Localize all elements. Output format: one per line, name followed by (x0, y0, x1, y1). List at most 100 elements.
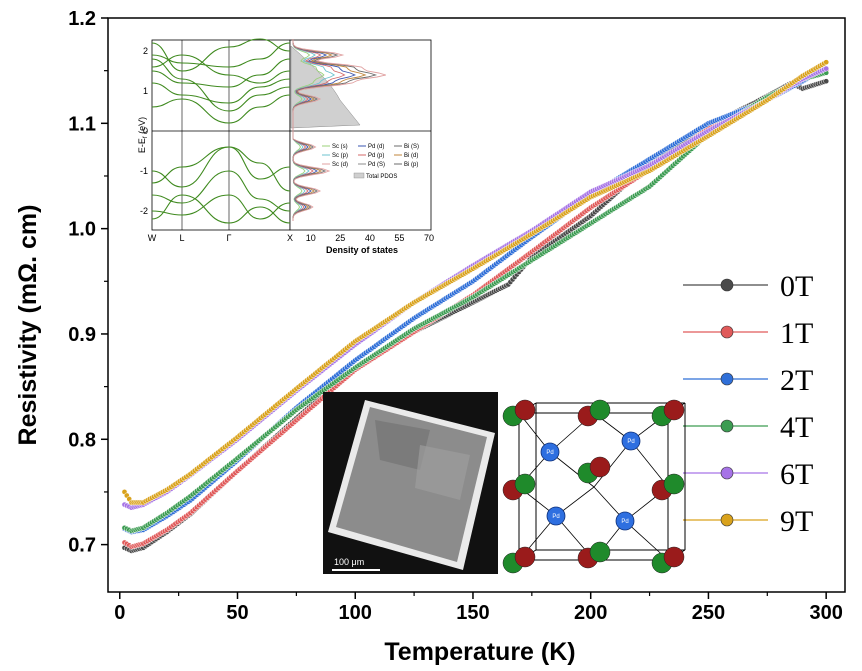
band-line (151, 194, 291, 220)
band-y-tick-label: -1 (140, 166, 148, 176)
legend-label: 4T (780, 411, 813, 444)
bond (593, 440, 632, 488)
dos-legend: Sc (s) Pd (d) Bi (S) Sc (p) Pd (p) Bi (d) Sc (… (322, 144, 419, 180)
x-tick-label: 0 (114, 602, 125, 624)
dos-legend-label: Bi (S) (404, 144, 419, 150)
legend-marker (720, 372, 734, 386)
dos-legend-label: Pd (S) (368, 162, 385, 168)
atom (514, 473, 536, 495)
legend-label: 6T (780, 458, 813, 491)
band-lines (151, 38, 291, 224)
y-tick-label: 0.8 (68, 429, 96, 451)
legend-label: 9T (780, 505, 813, 538)
x-tick-label: 200 (574, 602, 607, 624)
band-y-ticks: 2 1 0 -1 -2 (140, 46, 148, 216)
legend: 0T 1T 2T 4T 6T 9T (683, 270, 813, 538)
dos-x-tick-label: 40 (365, 233, 375, 243)
legend-marker (720, 325, 734, 339)
x-tick-label: 100 (339, 602, 372, 624)
pd-atom-label: Pd (627, 439, 634, 445)
band-line (151, 58, 291, 88)
dos-legend-label: Sc (s) (332, 144, 348, 150)
y-tick-label: 1.1 (68, 113, 96, 135)
band-y-tick-label: 1 (143, 86, 148, 96)
dos-legend-swatch (353, 172, 365, 179)
series-9T (121, 59, 830, 506)
atom (663, 546, 685, 568)
x-axis-label: Temperature (K) (384, 638, 575, 666)
atom (663, 473, 685, 495)
y-axis-label: Resistivity (mΩ. cm) (14, 205, 42, 446)
band-line (151, 58, 291, 112)
legend-label: 2T (780, 364, 813, 397)
band-y-tick-label: 2 (143, 46, 148, 56)
kpoint-label: X (287, 233, 293, 243)
pd-atom (546, 506, 566, 526)
dos-x-axis-label: Density of states (326, 245, 398, 255)
plot-frame (107, 17, 846, 593)
data-point (823, 59, 830, 66)
pd-atom-label: Pd (546, 450, 553, 456)
legend-marker (720, 513, 734, 527)
atom (589, 456, 611, 478)
dos-x-ticks: 10 25 40 55 70 (306, 233, 434, 243)
dos-legend-label: Total PDOS (366, 174, 397, 180)
pd-atom (615, 511, 635, 531)
x-tick-label: 50 (226, 602, 248, 624)
pd-atom-label: Pd (621, 519, 628, 525)
pd-atom (621, 431, 641, 451)
crystal-structure-inset: Pd Pd Pd Pd (502, 399, 686, 574)
band-line (151, 78, 291, 104)
atom (589, 399, 611, 421)
sem-image-inset: 100 μm (323, 392, 498, 574)
dos-legend-label: Bi (d) (404, 153, 418, 159)
atom (514, 399, 536, 421)
kpoint-label: Γ (227, 233, 232, 243)
band-line (151, 94, 291, 124)
band-line (151, 54, 291, 84)
band-panel (151, 39, 291, 231)
x-tick-label: 300 (809, 602, 842, 624)
legend-marker (720, 278, 734, 292)
y-tick-label: 0.7 (68, 535, 96, 557)
dos-x-tick-label: 55 (394, 233, 404, 243)
band-line (151, 42, 291, 68)
dos-legend-label: Bi (p) (404, 162, 418, 168)
band-y-tick-label: -2 (140, 206, 148, 216)
band-line (151, 38, 291, 72)
surface-texture (415, 445, 470, 500)
dos-legend-label: Sc (d) (332, 162, 348, 168)
data-point (823, 65, 830, 72)
atom (663, 399, 685, 421)
dos-curve (292, 39, 386, 221)
band-y-axis-label: E-Ef (eV) (137, 117, 149, 153)
y-tick-label: 0.9 (68, 324, 96, 346)
band-line (151, 194, 291, 224)
atom (589, 541, 611, 563)
legend-marker (720, 419, 734, 433)
dos-x-tick-label: 10 (306, 233, 316, 243)
pd-atom-label: Pd (552, 514, 559, 520)
data-series (121, 59, 830, 554)
surface-texture (375, 420, 430, 470)
band-line (151, 146, 291, 192)
y-tick-label: 1.2 (68, 8, 96, 30)
scale-bar-label: 100 μm (334, 557, 364, 567)
dos-x-tick-label: 25 (335, 233, 345, 243)
bond (630, 440, 669, 488)
band-line (151, 170, 291, 212)
y-tick-label: 1.0 (68, 219, 96, 241)
legend-marker (720, 466, 734, 480)
x-tick-label: 150 (456, 602, 489, 624)
pd-atom (540, 442, 560, 462)
crystal-surface (336, 407, 487, 562)
dos-legend-label: Pd (d) (368, 144, 384, 150)
dos-curves (290, 39, 386, 221)
x-tick-label: 250 (692, 602, 725, 624)
band-y-tick-label: 0 (143, 126, 148, 136)
dos-legend-label: Pd (p) (368, 153, 384, 159)
